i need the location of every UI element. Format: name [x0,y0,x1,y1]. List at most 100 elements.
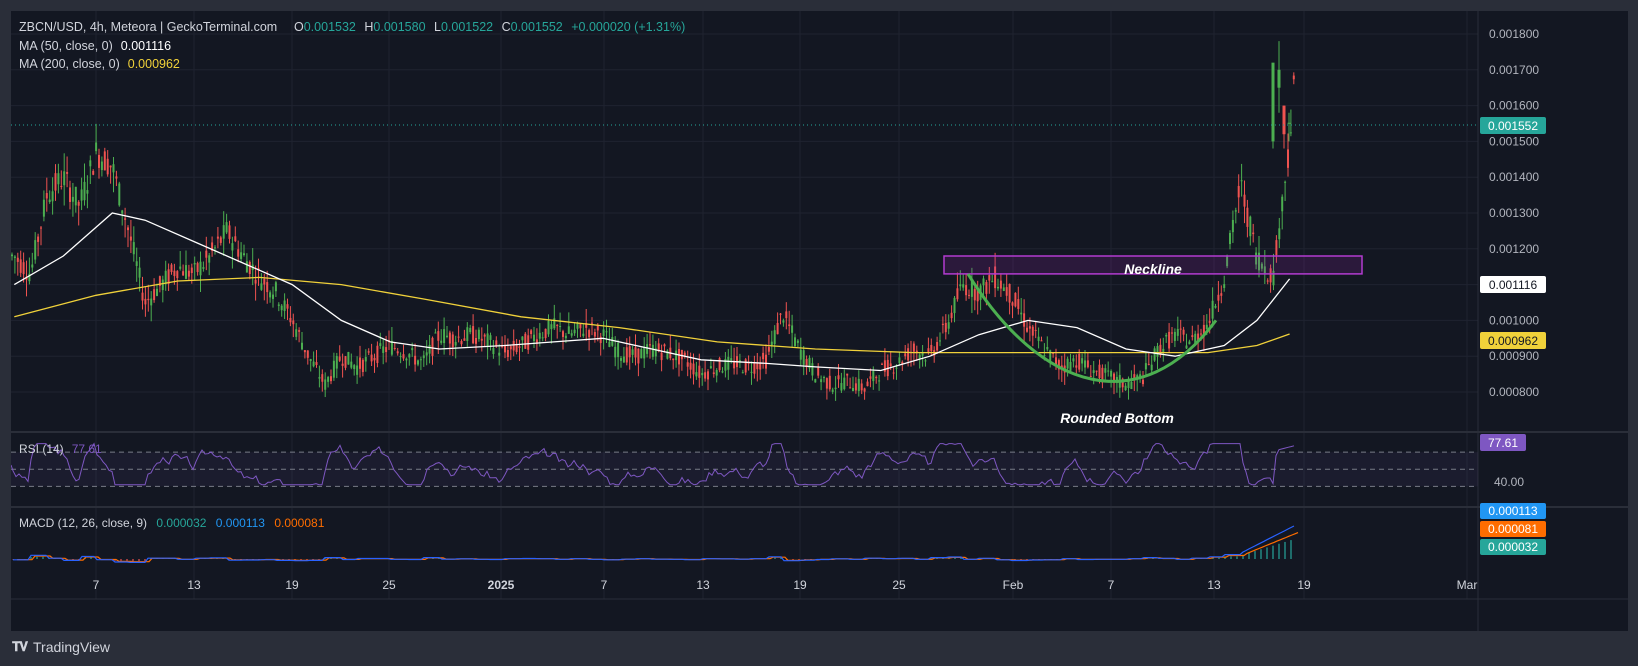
candle [1173,328,1176,348]
candle-body [211,242,214,251]
candle [617,339,620,370]
candle [866,378,869,387]
candle [1066,356,1069,377]
candle-body [379,343,382,347]
candle-body [1147,363,1150,365]
ma50-value: 0.001116 [121,39,171,53]
candle-body [156,288,158,296]
candle [680,349,683,371]
candle-body [327,377,330,382]
candle-body [129,236,132,241]
candle [469,324,472,335]
candle [309,358,312,372]
candle-body [298,330,301,332]
ma200-badge-text: 0.000962 [1488,334,1538,348]
candle-body [219,237,222,243]
candle-body [138,267,141,278]
price-tick-label: 0.001000 [1489,313,1539,327]
candle-body [1271,62,1275,142]
candle-body [562,331,564,337]
candle [857,370,860,397]
candle-body [823,377,825,379]
candle [298,327,301,343]
candle [759,356,762,380]
candle-body [901,361,904,365]
time-tick-label: Feb [1003,578,1024,592]
candle-body [814,379,817,383]
candle-body [947,322,950,329]
candle [260,273,263,291]
candle-body [825,378,828,389]
candle [324,372,327,398]
candle [875,375,878,384]
candle-body [498,352,501,356]
candle [193,256,196,281]
candle [1008,283,1011,315]
candle [434,328,437,334]
candle-body [161,279,164,291]
candle [1255,247,1258,270]
candle-body [820,379,823,383]
candle-body [724,358,727,371]
candle [1136,373,1139,392]
candle-body [779,313,782,315]
candle-body [843,377,846,390]
candle-body [872,371,875,382]
candle [475,329,477,354]
candle-body [1194,333,1197,344]
candle [843,369,846,391]
candle [466,322,469,347]
candle [417,359,419,367]
neckline-zone[interactable] [943,255,1363,275]
price-chart[interactable]: Neckline Rounded Bottom 0.001800 0.001700… [11,11,1628,631]
candle-body [1031,326,1034,336]
candle-body [501,345,504,347]
candle-body [1002,287,1005,291]
tradingview-branding[interactable]: 𝐓𝐕 TradingView [12,636,110,658]
candle [762,346,765,369]
candle-body [144,298,147,305]
candle-body [1028,326,1031,329]
candle [266,270,269,304]
candle [573,322,576,336]
candle-body [976,289,979,302]
candle [730,345,733,364]
candle-body [712,372,715,375]
candle [794,333,796,348]
candle [1156,342,1159,370]
candle [788,310,791,335]
candle-body [1124,385,1127,391]
candle-body [733,360,736,369]
candle-body [306,350,309,358]
svg-text:O0.001532 H0.001580: O0.001532 H0.001580 L0.001522 C0.001552 … [294,20,685,34]
candle-body [54,173,57,191]
candle [921,345,924,367]
candle [225,213,228,235]
candle-body [881,363,883,365]
candle-body [472,326,475,344]
rounded-bottom-curve[interactable] [966,273,1218,383]
candle [840,372,843,393]
candle-body [402,354,405,359]
candle [440,329,443,345]
candle-body [234,236,237,242]
candle [541,331,544,342]
candle-body [477,329,480,340]
candle [112,157,115,193]
candle-body [672,358,675,361]
candle-body [182,271,185,276]
rsi-badge [1480,434,1526,451]
legend: ZBCN/USD, 4h, Meteora | GeckoTerminal.co… [19,20,685,530]
candle [1113,372,1115,395]
candle [272,286,274,308]
candle [924,358,927,367]
candle [127,225,129,248]
candle [930,338,933,357]
candle [1002,283,1005,292]
candle [196,261,199,276]
candle [42,190,45,222]
candle [756,353,759,382]
candle-body [335,356,338,369]
candle-body [759,362,762,370]
candle [936,336,939,355]
